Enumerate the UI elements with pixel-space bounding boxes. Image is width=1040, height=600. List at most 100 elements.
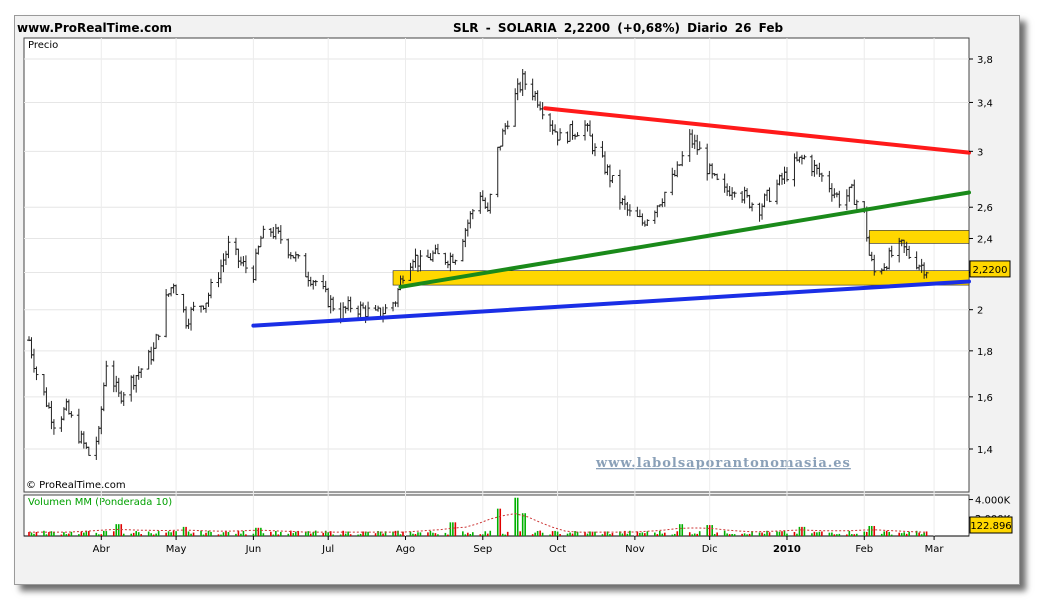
volume-bar bbox=[691, 534, 694, 536]
volume-bar bbox=[768, 532, 771, 536]
volume-bar bbox=[382, 533, 384, 536]
volume-bar bbox=[190, 533, 192, 536]
grid bbox=[24, 38, 969, 536]
volume-bar bbox=[384, 531, 387, 536]
volume-bar bbox=[172, 530, 175, 536]
price-bar bbox=[418, 250, 423, 272]
price-bar bbox=[662, 191, 667, 207]
volume-bar bbox=[447, 534, 449, 536]
volume-bar bbox=[569, 532, 571, 536]
volume-bar bbox=[357, 534, 359, 536]
volume-bar bbox=[746, 534, 748, 536]
chart-title: SLR - SOLARIA 2,2200 (+0,68%) Diario 26 … bbox=[453, 21, 783, 35]
price-bar bbox=[226, 235, 231, 259]
price-bar bbox=[645, 219, 650, 226]
volume-bar bbox=[696, 533, 699, 536]
volume-bar bbox=[192, 532, 195, 536]
volume-bar bbox=[501, 533, 504, 536]
volume-bar bbox=[698, 531, 701, 536]
volume-bar bbox=[327, 532, 329, 536]
x-tick-label: Mar bbox=[925, 544, 945, 555]
y-tick-label: 1,8 bbox=[977, 347, 993, 358]
trendline-resistance bbox=[543, 106, 971, 155]
volume-bar bbox=[432, 532, 434, 536]
volume-bar bbox=[659, 530, 661, 536]
price-bar bbox=[819, 172, 824, 182]
volume-bar bbox=[78, 534, 80, 536]
x-tick-label: Jul bbox=[321, 544, 334, 555]
volume-bar bbox=[394, 530, 397, 536]
x-axis: Abr May Jun Jul Ago Sep Oct Nov Dic 2010 Feb Mar bbox=[93, 536, 945, 555]
volume-bar bbox=[472, 532, 474, 536]
volume-bar bbox=[524, 513, 526, 536]
volume-bar bbox=[803, 526, 806, 536]
volume-bar bbox=[531, 534, 534, 536]
price-bar bbox=[784, 167, 789, 182]
price-bar bbox=[174, 284, 179, 295]
volume-bar bbox=[908, 531, 910, 536]
volume-bar bbox=[260, 527, 262, 536]
price-bar bbox=[400, 275, 405, 284]
volume-bar bbox=[272, 534, 275, 536]
volume-bar bbox=[392, 531, 394, 536]
price-bar bbox=[924, 271, 929, 279]
volume-bar bbox=[324, 530, 327, 536]
volume-bar bbox=[853, 534, 856, 536]
volume-bar bbox=[112, 531, 115, 536]
volume-bar bbox=[818, 531, 821, 536]
volume-bar bbox=[594, 531, 596, 536]
price-bar bbox=[523, 71, 528, 90]
x-tick-label: May bbox=[166, 544, 187, 555]
volume-bar bbox=[506, 531, 509, 536]
volume-bar bbox=[606, 531, 609, 536]
volume-bar bbox=[639, 532, 641, 536]
volume-bar bbox=[758, 532, 761, 536]
volume-moving-average bbox=[28, 513, 927, 533]
volume-panel-label: Volumen MM (Ponderada 10) bbox=[28, 497, 172, 508]
site-name: www.ProRealTime.com bbox=[17, 21, 172, 35]
volume-bar bbox=[48, 532, 50, 536]
volume-bar bbox=[167, 531, 170, 536]
volume-bar bbox=[132, 532, 135, 536]
volume-bar bbox=[641, 532, 644, 536]
volume-bar bbox=[289, 530, 292, 536]
x-tick-label: Sep bbox=[473, 544, 492, 555]
volume-bar bbox=[731, 533, 733, 536]
volume-bar bbox=[479, 534, 482, 536]
volume-tag-box bbox=[969, 516, 1013, 534]
volume-bar bbox=[30, 532, 33, 536]
price-bar bbox=[156, 334, 161, 341]
volume-bar bbox=[601, 534, 604, 536]
x-tick-label: Nov bbox=[625, 544, 645, 555]
volume-bar bbox=[80, 531, 83, 536]
volume-bar bbox=[364, 531, 367, 536]
volume-bar bbox=[227, 532, 230, 536]
volume-bar bbox=[240, 533, 242, 536]
price-panel bbox=[23, 37, 970, 493]
volume-bar bbox=[848, 531, 851, 536]
trendlines bbox=[251, 106, 971, 328]
x-tick-label: 2010 bbox=[773, 544, 801, 555]
price-bar bbox=[104, 360, 109, 387]
volume-bar bbox=[868, 525, 871, 536]
volume-bar bbox=[584, 532, 586, 536]
volume-bar bbox=[915, 530, 918, 536]
volume-bar bbox=[671, 534, 674, 536]
price-bar bbox=[715, 173, 720, 181]
price-bar bbox=[383, 304, 388, 315]
price-bar bbox=[592, 143, 597, 157]
price-bar bbox=[261, 225, 266, 239]
volume-bar bbox=[130, 533, 133, 536]
volume-bar bbox=[332, 534, 334, 536]
volume-bar bbox=[28, 531, 30, 536]
volume-bar bbox=[50, 531, 53, 536]
volume-bar bbox=[646, 531, 649, 536]
volume-bar bbox=[681, 524, 684, 536]
price-bar bbox=[51, 419, 56, 435]
price-bar bbox=[767, 187, 772, 203]
volume-bar bbox=[429, 530, 432, 536]
volume-bar bbox=[726, 533, 728, 536]
volume-bar bbox=[419, 532, 422, 536]
volume-bar bbox=[885, 530, 888, 536]
